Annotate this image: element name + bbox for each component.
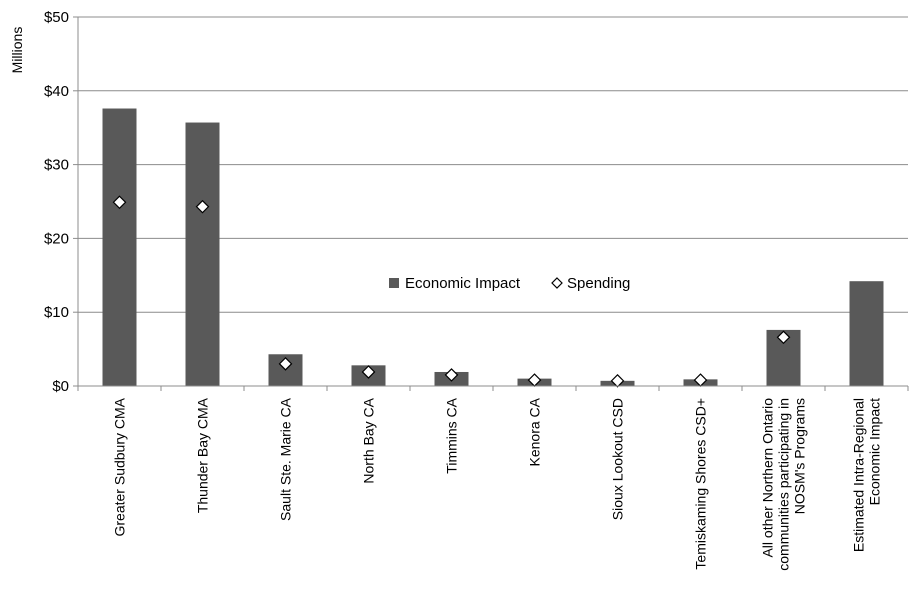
x-category-label-line: communities participating in	[776, 398, 792, 571]
y-tick-label: $50	[44, 9, 69, 26]
y-tick-labels: $0 $10 $20 $30 $40 $50	[44, 9, 69, 395]
x-category-label-line: Estimated Intra-Regional	[851, 398, 867, 552]
y-tick-label: $30	[44, 157, 69, 174]
bar	[849, 281, 884, 386]
legend: Economic Impact Spending	[389, 275, 630, 292]
x-tick-labels: Greater Sudbury CMA Thunder Bay CMA Sault …	[112, 397, 883, 570]
x-category-label-line: North Bay CA	[361, 397, 377, 483]
legend-label-spending: Spending	[567, 275, 630, 292]
bar	[185, 122, 220, 386]
x-category-label: Temiskaming Shores CSD+	[693, 398, 709, 570]
marker-series	[112, 195, 791, 388]
spending-marker	[776, 330, 791, 345]
x-category-label-line: Greater Sudbury CMA	[112, 397, 128, 536]
x-category-label-line: Sioux Lookout CSD	[610, 398, 626, 520]
spending-marker	[444, 368, 459, 382]
x-category-label-line: NOSM's Programs	[792, 398, 808, 514]
x-category-label-line: Thunder Bay CMA	[195, 397, 211, 513]
legend-swatch-spending	[551, 277, 563, 289]
spending-marker	[278, 357, 293, 371]
bar-series	[102, 108, 884, 387]
x-category-label: All other Northern Ontario communities pa…	[760, 398, 808, 571]
x-category-label: Sault Ste. Marie CA	[278, 397, 294, 521]
x-category-label-line: Economic Impact	[867, 398, 883, 505]
spending-marker	[112, 195, 127, 210]
spending-marker	[610, 373, 625, 388]
legend-swatch-economic-impact	[389, 278, 399, 288]
x-category-label: Thunder Bay CMA	[195, 397, 211, 513]
x-category-label: Sioux Lookout CSD	[610, 398, 626, 520]
x-category-label-line: All other Northern Ontario	[760, 398, 776, 558]
x-category-label: Timmins CA	[444, 397, 460, 473]
x-category-label: Kenora CA	[527, 397, 543, 466]
x-category-label-line: Kenora CA	[527, 397, 543, 466]
axes	[73, 16, 909, 391]
y-tick-label: $20	[44, 230, 69, 247]
x-category-label-line: Temiskaming Shores CSD+	[693, 398, 709, 570]
spending-marker	[361, 365, 376, 379]
x-category-label-line: Sault Ste. Marie CA	[278, 397, 294, 521]
spending-marker	[195, 199, 210, 214]
x-category-label: North Bay CA	[361, 397, 377, 483]
y-axis-title: Millions	[9, 27, 25, 74]
x-category-label: Greater Sudbury CMA	[112, 397, 128, 536]
legend-label-economic-impact: Economic Impact	[405, 275, 521, 292]
y-tick-label: $0	[52, 378, 69, 395]
x-category-label: Estimated Intra-Regional Economic Impact	[851, 398, 883, 552]
x-category-label-line: Timmins CA	[444, 397, 460, 473]
y-tick-label: $40	[44, 83, 69, 100]
y-tick-label: $10	[44, 304, 69, 321]
bar	[102, 108, 137, 387]
